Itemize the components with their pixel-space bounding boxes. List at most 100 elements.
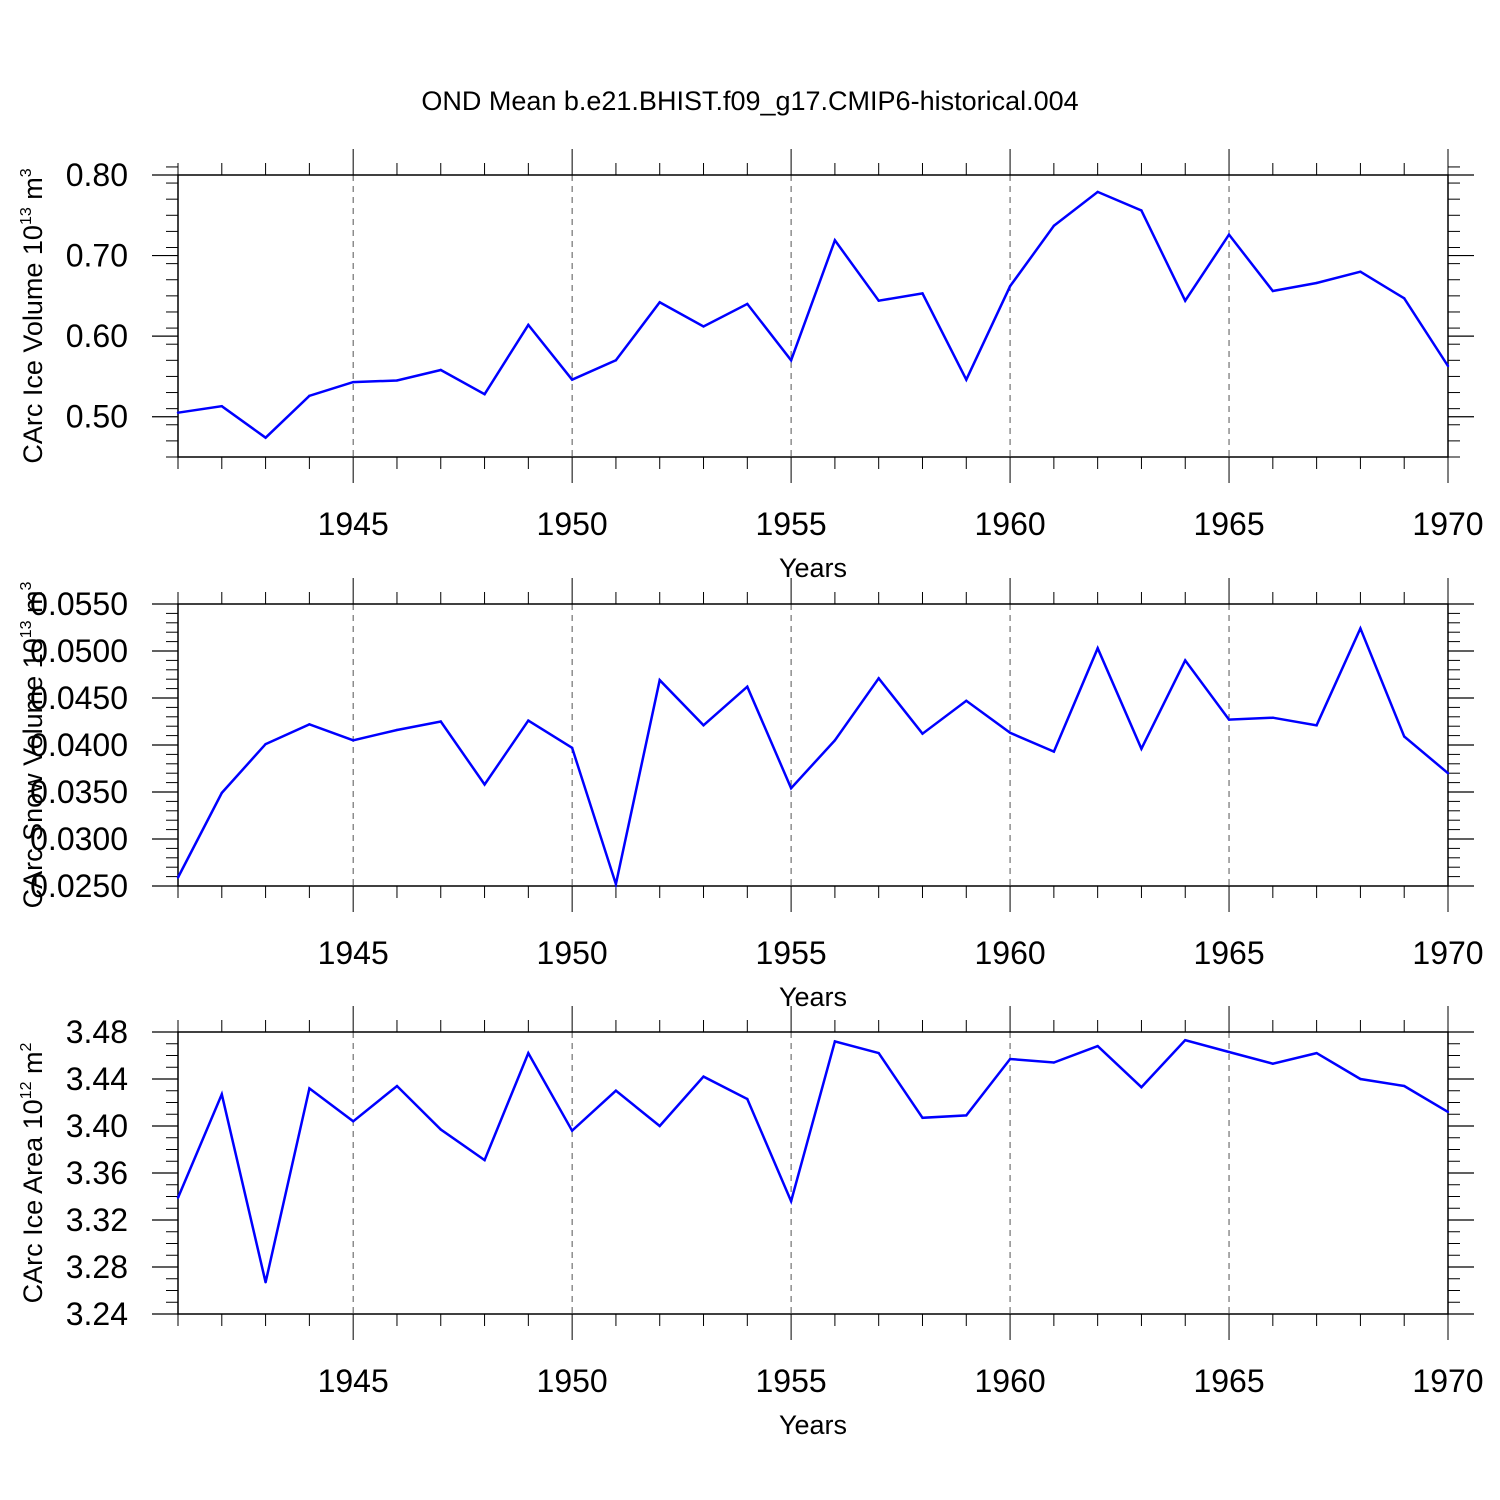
data-point [395,379,399,382]
y-tick-label: 0.0450 [30,680,128,716]
panel-1: 1945 1950 1955 1960 1965 1970 Years 0.50 0.60 0.7… [18,149,1484,583]
x-tick-label: 1950 [537,506,608,542]
data-point [658,1124,661,1128]
y-tick-label: 0.0400 [30,727,128,763]
data-point [1008,1057,1012,1061]
y-axis-label-unit: m [18,1052,48,1082]
data-point [308,1087,311,1090]
data-point [658,301,661,304]
y-axis-label-unit: m [18,590,48,620]
data-point [789,787,793,790]
data-point [833,739,837,742]
data-point [1315,281,1318,285]
x-tick-label: 1945 [318,935,389,971]
data-point [1227,233,1231,236]
data-point [1359,627,1362,630]
data-point [1359,1077,1362,1081]
data-point [833,239,837,242]
data-point [877,1051,880,1055]
data-point [1403,735,1406,738]
data-point [1315,724,1318,727]
data-point [1184,1039,1187,1042]
x-tick-label: 1960 [974,1363,1045,1399]
data-point [1052,1061,1056,1064]
y-tick-label: 0.50 [66,399,128,435]
data-point [746,1097,749,1101]
y-tick-label: 3.36 [66,1155,128,1191]
data-point [1140,1086,1143,1089]
plot-frame [177,603,1449,887]
data-point [176,411,180,414]
data-point [1140,209,1143,212]
data-point [1403,297,1406,300]
data-point [1446,1110,1450,1114]
data-point [702,325,705,328]
plot-frame [177,1031,1449,1315]
y-tick-label: 3.40 [66,1108,128,1144]
x-tick-label: 1965 [1193,506,1264,542]
x-axis-label: Years [779,982,847,1012]
data-point [527,1051,530,1055]
x-tick-label: 1970 [1412,935,1483,971]
data-point [877,299,880,302]
data-point [921,1116,924,1119]
data-point [395,1084,399,1088]
data-point [746,302,749,306]
data-point [1403,1084,1406,1088]
data-point [1096,190,1099,194]
x-axis-label: Years [779,1410,847,1440]
y-axis-label-unit-exponent: 3 [18,168,35,177]
data-point [1271,1062,1275,1065]
data-point [702,1075,705,1078]
y-tick-label: 0.70 [66,238,128,274]
data-point [1227,718,1231,721]
y-tick-label: 0.80 [66,157,128,193]
data-point [439,1128,442,1131]
data-point [439,368,442,372]
y-tick-label: 3.48 [66,1014,128,1050]
data-point [658,678,661,682]
x-tick-label: 1950 [537,935,608,971]
x-tick-label: 1955 [756,506,827,542]
data-point [965,378,968,381]
y-tick-label: 3.44 [66,1061,128,1097]
data-point [877,677,880,680]
y-axis-label: CArc Snow Volume 1013 m3 [18,581,48,908]
y-axis-label-exponent: 12 [18,1081,35,1099]
data-point [483,783,486,786]
data-point [395,728,399,732]
y-axis-label-unit-exponent: 2 [18,1043,35,1052]
data-point [351,739,355,742]
y-axis-label: CArc Ice Area 1012 m2 [18,1043,48,1304]
x-tick-label: 1945 [318,506,389,542]
x-tick-label: 1965 [1193,1363,1264,1399]
x-tick-label: 1970 [1412,1363,1483,1399]
data-point [1271,289,1275,293]
data-point [527,719,530,722]
data-point [833,1040,837,1043]
data-point [965,1114,968,1117]
data-point [1227,1050,1231,1054]
data-point [921,292,924,295]
y-axis-label-text: CArc Snow Volume 10 [18,638,48,908]
x-tick-label: 1965 [1193,935,1264,971]
data-point [439,720,442,723]
x-tick-label: 1945 [318,1363,389,1399]
data-point [483,392,486,396]
data-point [1184,299,1187,302]
data-point [308,394,311,397]
x-tick-label: 1970 [1412,506,1483,542]
data-point [1184,659,1187,662]
data-point [1096,1044,1099,1048]
y-tick-label: 0.0300 [30,821,128,857]
y-axis-label-unit-exponent: 3 [18,581,35,590]
data-point [1052,224,1056,227]
data-point [570,746,574,750]
x-tick-label: 1960 [974,506,1045,542]
data-point [570,1129,574,1132]
y-axis-label-exponent: 13 [18,207,35,225]
x-axis-label: Years [779,553,847,583]
data-point [220,1093,223,1096]
data-point [614,1089,618,1092]
